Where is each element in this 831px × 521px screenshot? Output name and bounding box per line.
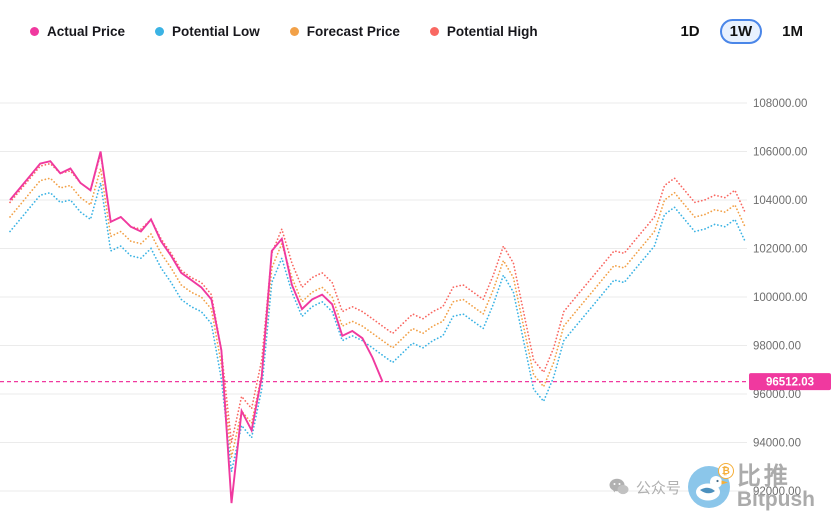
legend-item-potential-low[interactable]: Potential Low (155, 24, 260, 39)
legend-label-forecast-price: Forecast Price (306, 23, 400, 39)
legend-item-actual-price[interactable]: Actual Price (30, 24, 125, 39)
y-axis-label: 108000.00 (753, 98, 807, 110)
y-axis-label: 106000.00 (753, 147, 807, 159)
current-price-badge-label: 96512.03 (766, 377, 814, 389)
bird-icon (695, 476, 728, 501)
watermark-wechat-label: 公众号 (635, 479, 681, 497)
btc-badge-icon: ₿ (717, 463, 734, 480)
series-forecast-price (9, 168, 746, 458)
y-axis-label: 98000.00 (753, 341, 801, 353)
y-axis-label: 104000.00 (753, 195, 807, 207)
legend-dot-forecast-price-icon (289, 26, 299, 36)
series-potential-low (9, 182, 746, 472)
legend-item-forecast-price[interactable]: Forecast Price (289, 23, 400, 39)
current-price-badge (749, 373, 831, 391)
range-1w-button[interactable]: 1W (719, 18, 763, 44)
y-axis-label: 102000.00 (753, 244, 807, 256)
range-1d-button[interactable]: 1D (670, 19, 709, 44)
legend-dot-actual-price-icon (30, 26, 39, 36)
legend-label-actual-price: Actual Price (47, 23, 126, 39)
y-axis-label: 92000.00 (753, 486, 801, 498)
range-1m-button[interactable]: 1M (772, 19, 813, 44)
watermark-brand-cn: 比推 (736, 462, 791, 490)
series-potential-high (9, 153, 746, 443)
watermark-brand-en: Bitpush (736, 487, 815, 511)
range-switcher: 1D 1W 1M (670, 18, 813, 44)
series-actual-price (9, 151, 384, 504)
y-axis-label: 94000.00 (753, 438, 801, 450)
bitpush-bird-logo-icon: ₿ (687, 463, 734, 509)
legend-item-potential-high[interactable]: Potential High (429, 23, 538, 39)
y-axis-label: 96000.00 (753, 389, 801, 401)
chart-header: Actual Price Potential Low Forecast Pric… (0, 14, 831, 48)
watermark: 公众号 ₿ 比推 Bitpush (609, 463, 815, 511)
legend-dot-potential-low-icon (155, 26, 165, 36)
watermark-brand: 比推 Bitpush (737, 464, 815, 511)
legend-dot-potential-high-icon (429, 26, 439, 36)
wechat-icon (609, 479, 629, 495)
legend: Actual Price Potential Low Forecast Pric… (30, 24, 538, 39)
price-chart-canvas: 108000.00 106000.00 104000.00 102000.00 1000… (0, 98, 831, 504)
y-axis-label: 100000.00 (753, 292, 807, 304)
legend-label-potential-high: Potential High (446, 23, 538, 39)
legend-label-potential-low: Potential Low (172, 23, 260, 39)
